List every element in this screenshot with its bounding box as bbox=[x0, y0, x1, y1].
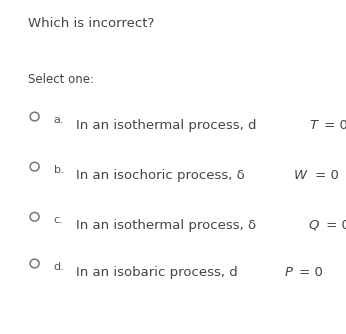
Text: Q: Q bbox=[309, 219, 319, 232]
Text: = 0: = 0 bbox=[295, 266, 323, 279]
Text: d.: d. bbox=[54, 262, 64, 272]
Text: = 0: = 0 bbox=[319, 119, 346, 132]
Text: W: W bbox=[294, 169, 307, 182]
Text: a.: a. bbox=[54, 115, 64, 125]
Text: b.: b. bbox=[54, 165, 64, 175]
Text: Select one:: Select one: bbox=[28, 73, 94, 87]
Text: P: P bbox=[285, 266, 293, 279]
Text: In an isothermal process, d: In an isothermal process, d bbox=[76, 119, 257, 132]
Text: In an isothermal process, δ: In an isothermal process, δ bbox=[76, 219, 256, 232]
Text: = 0: = 0 bbox=[322, 219, 346, 232]
Text: c.: c. bbox=[54, 215, 63, 225]
Text: Which is incorrect?: Which is incorrect? bbox=[28, 17, 154, 30]
Text: T: T bbox=[309, 119, 317, 132]
Text: In an isobaric process, d: In an isobaric process, d bbox=[76, 266, 238, 279]
Text: In an isochoric process, δ: In an isochoric process, δ bbox=[76, 169, 245, 182]
Text: = 0: = 0 bbox=[311, 169, 339, 182]
